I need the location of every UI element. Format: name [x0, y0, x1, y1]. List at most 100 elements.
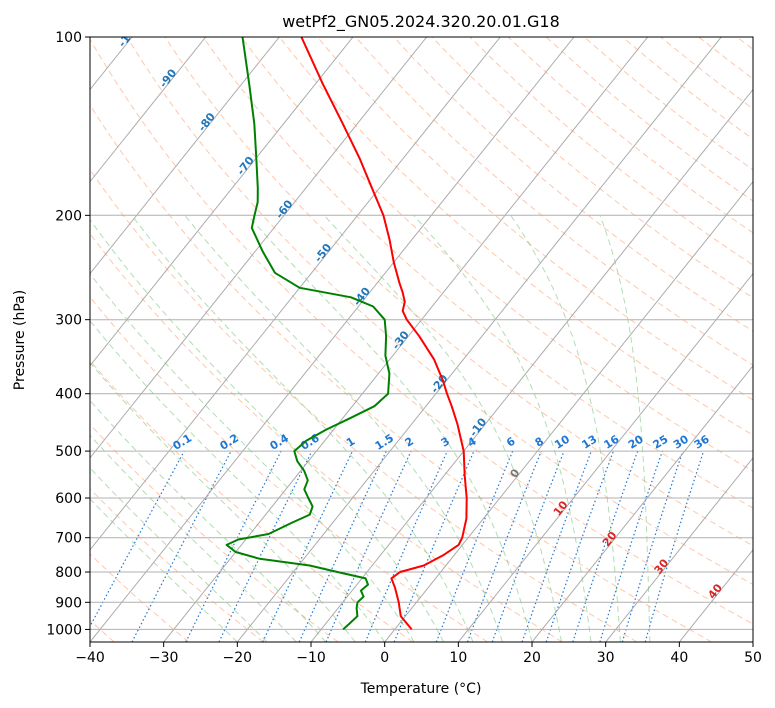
mixing-ratio-line	[572, 450, 639, 642]
mixing-ratio-line	[521, 450, 592, 642]
moist-adiabat-line	[90, 498, 238, 642]
dry-adiabat-line	[469, 37, 753, 266]
dry-adiabat-line	[90, 232, 563, 642]
isotherm-line	[90, 37, 207, 183]
dry-adiabat-line	[545, 37, 753, 202]
x-tick-label: 40	[670, 650, 688, 666]
y-tick-label: 1000	[46, 622, 82, 638]
isotherm-label: -50	[312, 241, 335, 265]
mixing-ratio-label: 0.4	[268, 431, 292, 453]
mixing-ratio-line	[90, 450, 185, 628]
x-tick-label: 0	[380, 650, 389, 666]
moist-adiabat-line	[90, 434, 297, 642]
isotherm-line	[90, 37, 354, 367]
plot-frame	[89, 36, 754, 643]
moist-adiabat-line	[247, 214, 533, 642]
isotherm-line	[310, 88, 753, 642]
moist-adiabat-line	[90, 399, 327, 642]
dry-adiabat-line	[202, 37, 753, 509]
mixing-ratio-label: 1.5	[373, 431, 396, 452]
y-tick-label: 500	[55, 444, 82, 460]
mixing-ratio-label: 25	[651, 433, 671, 452]
isotherm-line	[605, 457, 753, 642]
isotherm-line	[752, 641, 753, 642]
background-lines	[0, 37, 753, 642]
mixing-ratio-label: 2	[403, 435, 416, 450]
y-tick-label: 900	[55, 595, 82, 611]
dry-adiabat-line	[164, 37, 753, 547]
dry-adiabat-line	[393, 37, 753, 332]
isotherm-line	[90, 37, 280, 275]
mixing-ratio-line	[435, 450, 514, 642]
mixing-ratio-line	[491, 450, 565, 642]
mixing-ratio-line	[325, 450, 412, 642]
mixing-ratio-label: 30	[671, 432, 691, 451]
y-tick-label: 800	[55, 565, 82, 581]
dry-adiabat-line	[355, 37, 753, 366]
temperature-profile-line	[300, 37, 468, 631]
mixing-ratio-line	[545, 450, 614, 642]
mixing-ratio-label: 16	[602, 432, 622, 451]
dry-adiabat-line	[317, 37, 753, 401]
isotherm-line	[90, 37, 575, 642]
isotherm-line	[457, 272, 753, 642]
x-axis: −40 −30 −20 −10 0 10 20 30 40 50	[75, 642, 762, 666]
moist-adiabat-line	[90, 467, 268, 642]
mixing-ratio-label: 0.1	[171, 431, 194, 452]
isotherm-line	[90, 37, 428, 459]
isotherm-line	[384, 180, 753, 642]
x-tick-label: −30	[149, 650, 179, 666]
isotherm-label: -90	[157, 66, 180, 90]
chart-title: wetPf2_GN05.2024.320.20.01.G18	[282, 12, 560, 32]
isotherm-line	[531, 364, 753, 642]
mixing-ratio-line	[466, 450, 542, 642]
moist-adiabat-line	[323, 214, 562, 642]
isotherm-line	[0, 37, 58, 642]
dry-adiabat-line	[90, 423, 339, 642]
x-tick-label: −40	[75, 650, 105, 666]
moist-adiabat-line	[90, 361, 356, 642]
mixing-ratio-label: 1	[344, 435, 357, 450]
x-tick-label: 20	[523, 650, 541, 666]
moist-adiabat-line	[90, 218, 445, 642]
y-tick-label: 400	[55, 387, 82, 403]
mixing-ratio-line	[364, 450, 448, 642]
y-tick-label: 100	[55, 30, 82, 46]
moist-adiabat-line	[131, 215, 474, 642]
y-tick-label: 600	[55, 491, 82, 507]
mixing-ratio-label: 3	[439, 435, 452, 450]
dry-adiabat-line	[90, 488, 264, 642]
x-tick-label: 10	[449, 650, 467, 666]
dry-adiabat-line	[736, 37, 753, 50]
isotherm-label: -100	[116, 20, 143, 50]
isotherm-label: 40	[705, 581, 725, 601]
isotherm-label: 30	[652, 556, 672, 576]
mixing-ratio-label: 6	[504, 434, 518, 449]
x-tick-label: 30	[597, 650, 615, 666]
isotherm-line	[678, 549, 753, 642]
dry-adiabat-line	[278, 37, 753, 436]
mixing-ratio-line	[599, 450, 663, 642]
isotherm-label: 20	[600, 529, 620, 549]
dry-adiabat-line	[431, 37, 753, 299]
y-axis: 100 200 300 400 500 600 700 800 900 1000	[46, 30, 90, 638]
y-axis-title: Pressure (hPa)	[12, 290, 28, 390]
x-tick-label: −20	[223, 650, 253, 666]
dry-adiabat-line	[126, 37, 753, 586]
mixing-ratio-line	[621, 450, 684, 642]
mixing-ratio-label: 10	[552, 432, 572, 451]
moist-adiabat-line	[90, 320, 386, 642]
isotherm-label: -80	[196, 110, 219, 134]
isotherm-label: -70	[234, 154, 257, 178]
isotherm-label: -60	[273, 197, 296, 221]
x-tick-label: 50	[744, 650, 762, 666]
dry-adiabat-line	[90, 38, 753, 625]
y-tick-label: 700	[55, 531, 82, 547]
moist-adiabat-line	[510, 215, 621, 642]
dry-adiabat-line	[507, 37, 753, 234]
moist-adiabat-line	[90, 273, 415, 642]
x-tick-label: −10	[296, 650, 326, 666]
mixing-ratio-label: 13	[580, 433, 600, 452]
isotherm-line	[90, 37, 501, 551]
